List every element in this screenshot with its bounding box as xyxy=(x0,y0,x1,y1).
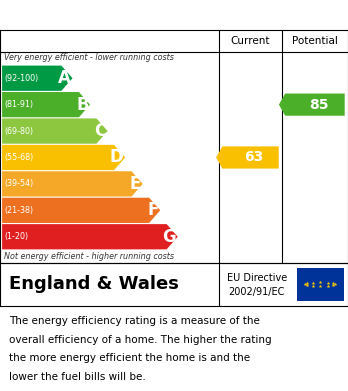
Text: (39-54): (39-54) xyxy=(5,179,34,188)
Text: EU Directive: EU Directive xyxy=(227,273,287,283)
Polygon shape xyxy=(2,198,160,223)
Text: (92-100): (92-100) xyxy=(5,74,39,83)
Text: 63: 63 xyxy=(244,151,264,165)
Polygon shape xyxy=(2,66,72,91)
Polygon shape xyxy=(2,145,125,170)
Polygon shape xyxy=(2,92,90,117)
Polygon shape xyxy=(2,118,108,143)
Text: overall efficiency of a home. The higher the rating: overall efficiency of a home. The higher… xyxy=(9,335,271,345)
Text: Potential: Potential xyxy=(292,36,338,46)
Text: F: F xyxy=(148,201,159,219)
Text: E: E xyxy=(130,175,141,193)
Bar xyxy=(297,268,344,301)
Text: (21-38): (21-38) xyxy=(5,206,34,215)
Text: The energy efficiency rating is a measure of the: The energy efficiency rating is a measur… xyxy=(9,316,260,326)
Polygon shape xyxy=(2,224,178,249)
Text: G: G xyxy=(163,228,176,246)
Text: Very energy efficient - lower running costs: Very energy efficient - lower running co… xyxy=(4,53,174,62)
Text: England & Wales: England & Wales xyxy=(9,275,179,293)
Text: A: A xyxy=(58,69,71,87)
Text: (1-20): (1-20) xyxy=(5,232,29,241)
Text: lower the fuel bills will be.: lower the fuel bills will be. xyxy=(9,372,145,382)
Text: B: B xyxy=(76,96,89,114)
Polygon shape xyxy=(216,146,279,169)
Text: Current: Current xyxy=(231,36,270,46)
Text: the more energy efficient the home is and the: the more energy efficient the home is an… xyxy=(9,353,250,364)
Text: (69-80): (69-80) xyxy=(5,127,34,136)
Text: C: C xyxy=(94,122,106,140)
Text: (55-68): (55-68) xyxy=(5,153,34,162)
Text: (81-91): (81-91) xyxy=(5,100,34,109)
Text: Energy Efficiency Rating: Energy Efficiency Rating xyxy=(9,8,230,23)
Polygon shape xyxy=(2,171,143,197)
Text: 2002/91/EC: 2002/91/EC xyxy=(229,287,285,297)
Text: Not energy efficient - higher running costs: Not energy efficient - higher running co… xyxy=(4,252,174,261)
Text: 85: 85 xyxy=(309,98,328,112)
Polygon shape xyxy=(279,93,345,116)
Text: D: D xyxy=(110,149,124,167)
